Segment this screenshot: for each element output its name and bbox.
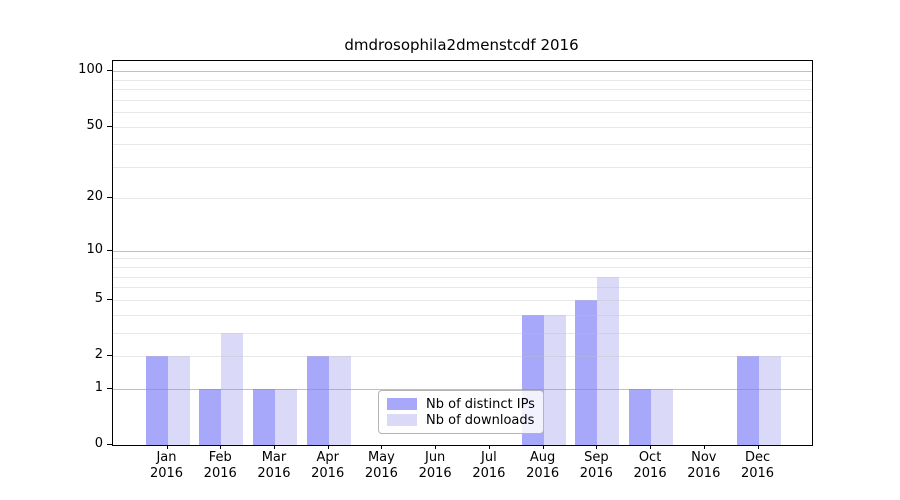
x-tick-label-may: May 2016: [364, 450, 398, 481]
bar-dec-downloads: [758, 356, 781, 445]
bar-feb-distinct-ips: [199, 388, 222, 445]
x-tick-mark: [488, 445, 490, 449]
bar-apr-downloads: [328, 356, 351, 445]
x-tick-label-jan: Jan 2016: [149, 450, 184, 481]
x-tick-label-aug: Aug 2016: [526, 450, 560, 481]
y-tick-label: 10: [86, 241, 103, 257]
x-tick-mark: [381, 445, 383, 449]
y-tick-mark: [107, 444, 112, 445]
minor-gridline: [113, 126, 812, 128]
y-tick-label: 1: [94, 379, 103, 395]
bar-sep-downloads: [597, 276, 620, 445]
x-tick-label-feb: Feb 2016: [203, 450, 237, 481]
chart-title: dmdrosophila2dmenstcdf 2016: [344, 36, 579, 54]
minor-gridline: [113, 166, 812, 168]
x-tick-label-nov: Nov 2016: [687, 450, 721, 481]
y-tick-mark: [107, 298, 112, 300]
minor-gridline: [113, 332, 812, 334]
y-tick-mark: [107, 355, 112, 356]
plot-area: [112, 60, 813, 446]
y-tick-mark: [107, 70, 112, 72]
y-tick-mark: [107, 197, 112, 199]
bar-apr-distinct-ips: [306, 356, 329, 445]
minor-gridline: [113, 89, 812, 91]
minor-gridline: [113, 314, 812, 316]
y-tick-label: 5: [94, 290, 103, 306]
bar-mar-downloads: [274, 388, 297, 445]
x-tick-mark: [166, 445, 168, 449]
y-tick-mark: [107, 125, 112, 127]
x-tick-mark: [273, 445, 275, 449]
legend: Nb of distinct IPs Nb of downloads: [378, 390, 544, 434]
minor-gridline: [113, 144, 812, 146]
bar-jan-downloads: [167, 356, 190, 445]
x-tick-mark: [327, 445, 329, 449]
bar-aug-downloads: [543, 314, 566, 445]
x-tick-mark: [757, 445, 759, 449]
x-tick-mark: [596, 445, 598, 449]
bar-sep-distinct-ips: [575, 299, 598, 445]
legend-item-downloads: Nb of downloads: [387, 413, 535, 428]
x-tick-mark: [220, 445, 222, 449]
minor-gridline: [113, 79, 812, 81]
legend-swatch-downloads: [387, 414, 417, 426]
legend-label-distinct-ips: Nb of distinct IPs: [426, 396, 535, 412]
x-tick-mark: [542, 445, 544, 449]
x-tick-label-apr: Apr 2016: [311, 450, 345, 481]
bar-mar-distinct-ips: [252, 388, 275, 445]
y-tick-label: 100: [78, 62, 103, 78]
bar-jan-distinct-ips: [145, 356, 168, 445]
bar-oct-distinct-ips: [629, 388, 652, 445]
minor-gridline: [113, 287, 812, 289]
legend-swatch-distinct-ips: [387, 398, 417, 410]
y-tick-mark: [107, 387, 112, 389]
y-tick-label: 20: [86, 189, 103, 205]
bar-oct-downloads: [651, 388, 674, 445]
legend-item-distinct-ips: Nb of distinct IPs: [387, 397, 535, 412]
minor-gridline: [113, 267, 812, 269]
minor-gridline: [113, 356, 812, 357]
minor-gridline: [113, 99, 812, 101]
y-tick-mark: [107, 249, 112, 251]
legend-label-downloads: Nb of downloads: [426, 412, 535, 428]
x-tick-label-jun: Jun 2016: [418, 450, 452, 481]
y-tick-label: 50: [86, 117, 103, 133]
x-tick-label-dec: Dec 2016: [740, 450, 775, 481]
minor-gridline: [113, 258, 812, 260]
x-tick-mark: [650, 445, 652, 449]
x-tick-label-sep: Sep 2016: [579, 450, 613, 481]
y-tick-label: 2: [94, 347, 103, 362]
minor-gridline: [113, 299, 812, 301]
bar-dec-distinct-ips: [736, 356, 759, 445]
major-gridline: [113, 250, 812, 252]
x-tick-mark: [703, 445, 705, 449]
x-tick-label-mar: Mar 2016: [257, 450, 291, 481]
major-gridline: [113, 71, 812, 73]
y-tick-label: 0: [94, 436, 103, 451]
x-tick-label-oct: Oct 2016: [633, 450, 667, 481]
minor-gridline: [113, 198, 812, 200]
x-tick-mark: [435, 445, 437, 449]
minor-gridline: [113, 112, 812, 114]
minor-gridline: [113, 276, 812, 278]
x-tick-label-jul: Jul 2016: [472, 450, 506, 481]
major-gridline: [113, 388, 812, 390]
